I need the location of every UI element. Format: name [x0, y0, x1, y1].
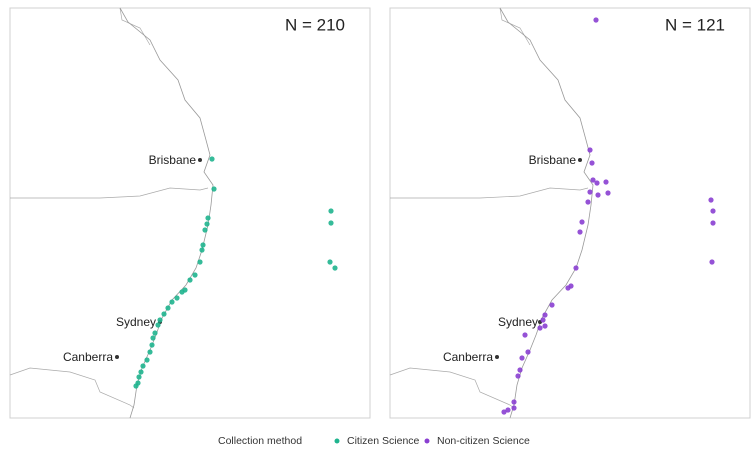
city-marker — [578, 158, 582, 162]
record-point — [328, 208, 334, 214]
city-label: Brisbane — [149, 153, 197, 167]
record-point — [505, 407, 511, 413]
record-point — [157, 317, 163, 323]
record-point — [540, 317, 546, 323]
record-point — [202, 227, 208, 233]
panel-frame — [389, 7, 751, 419]
record-point — [140, 363, 146, 369]
record-point — [161, 311, 167, 317]
record-point — [205, 215, 211, 221]
record-point — [150, 335, 156, 341]
record-point — [587, 147, 593, 153]
record-point — [197, 259, 203, 265]
state-border — [10, 187, 209, 199]
record-point — [187, 277, 193, 283]
record-point — [200, 242, 206, 248]
city-marker — [198, 158, 202, 162]
legend: Collection method Citizen Science Non-ci… — [218, 435, 530, 447]
record-point — [589, 160, 595, 166]
map-panel: N = 210 Brisbane Sydney Canberra — [9, 7, 371, 419]
legend-title: Collection method — [218, 435, 302, 447]
state-border — [389, 367, 515, 409]
city-marker — [115, 355, 119, 359]
city-label: Brisbane — [529, 153, 577, 167]
record-point — [174, 295, 180, 301]
panel-frame — [9, 7, 371, 419]
legend-item: Citizen Science — [347, 435, 420, 447]
panel-title: N = 121 — [665, 15, 725, 34]
city-label: Sydney — [116, 315, 156, 329]
state-border — [499, 7, 531, 46]
record-point — [165, 305, 171, 311]
map-panel: N = 121 Brisbane Sydney Canberra — [389, 7, 751, 419]
record-point — [133, 383, 139, 389]
record-point — [522, 332, 528, 338]
record-point — [204, 221, 210, 227]
record-point — [549, 302, 555, 308]
state-border — [390, 187, 589, 199]
record-point — [537, 325, 543, 331]
record-point — [710, 220, 716, 226]
record-point — [138, 369, 144, 375]
record-point — [708, 197, 714, 203]
record-point — [211, 186, 217, 192]
record-point — [327, 259, 333, 265]
record-point — [595, 192, 601, 198]
record-point — [209, 156, 215, 162]
coastline — [119, 7, 214, 419]
record-point — [603, 179, 609, 185]
record-point — [179, 289, 185, 295]
record-point — [332, 265, 338, 271]
panel-title: N = 210 — [285, 15, 345, 34]
record-point — [501, 409, 507, 415]
record-point — [594, 180, 600, 186]
record-point — [565, 285, 571, 291]
record-point — [515, 373, 521, 379]
record-point — [511, 405, 517, 411]
city-label: Sydney — [498, 315, 538, 329]
record-point — [587, 189, 593, 195]
state-border — [119, 7, 151, 46]
state-border — [9, 367, 135, 409]
city-label: Canberra — [63, 350, 113, 364]
record-point — [709, 259, 715, 265]
record-point — [605, 190, 611, 196]
record-point — [710, 208, 716, 214]
record-point — [593, 17, 599, 23]
record-point — [590, 177, 596, 183]
city-label: Canberra — [443, 350, 493, 364]
record-point — [579, 219, 585, 225]
record-point — [144, 357, 150, 363]
record-point — [152, 330, 158, 336]
record-point — [542, 312, 548, 318]
record-point — [149, 342, 155, 348]
record-point — [192, 272, 198, 278]
record-point — [147, 349, 153, 355]
record-point — [511, 399, 517, 405]
record-point — [577, 229, 583, 235]
record-point — [328, 220, 334, 226]
legend-swatch — [334, 438, 340, 444]
record-point — [519, 355, 525, 361]
coastline — [499, 7, 594, 419]
record-point — [573, 265, 579, 271]
record-point — [199, 247, 205, 253]
record-point — [517, 367, 523, 373]
city-marker — [495, 355, 499, 359]
record-point — [525, 349, 531, 355]
record-point — [542, 323, 548, 329]
legend-swatch — [424, 438, 430, 444]
record-point — [136, 374, 142, 380]
record-point — [169, 299, 175, 305]
legend-item: Non-citizen Science — [437, 435, 530, 447]
record-point — [155, 322, 161, 328]
record-point — [585, 199, 591, 205]
